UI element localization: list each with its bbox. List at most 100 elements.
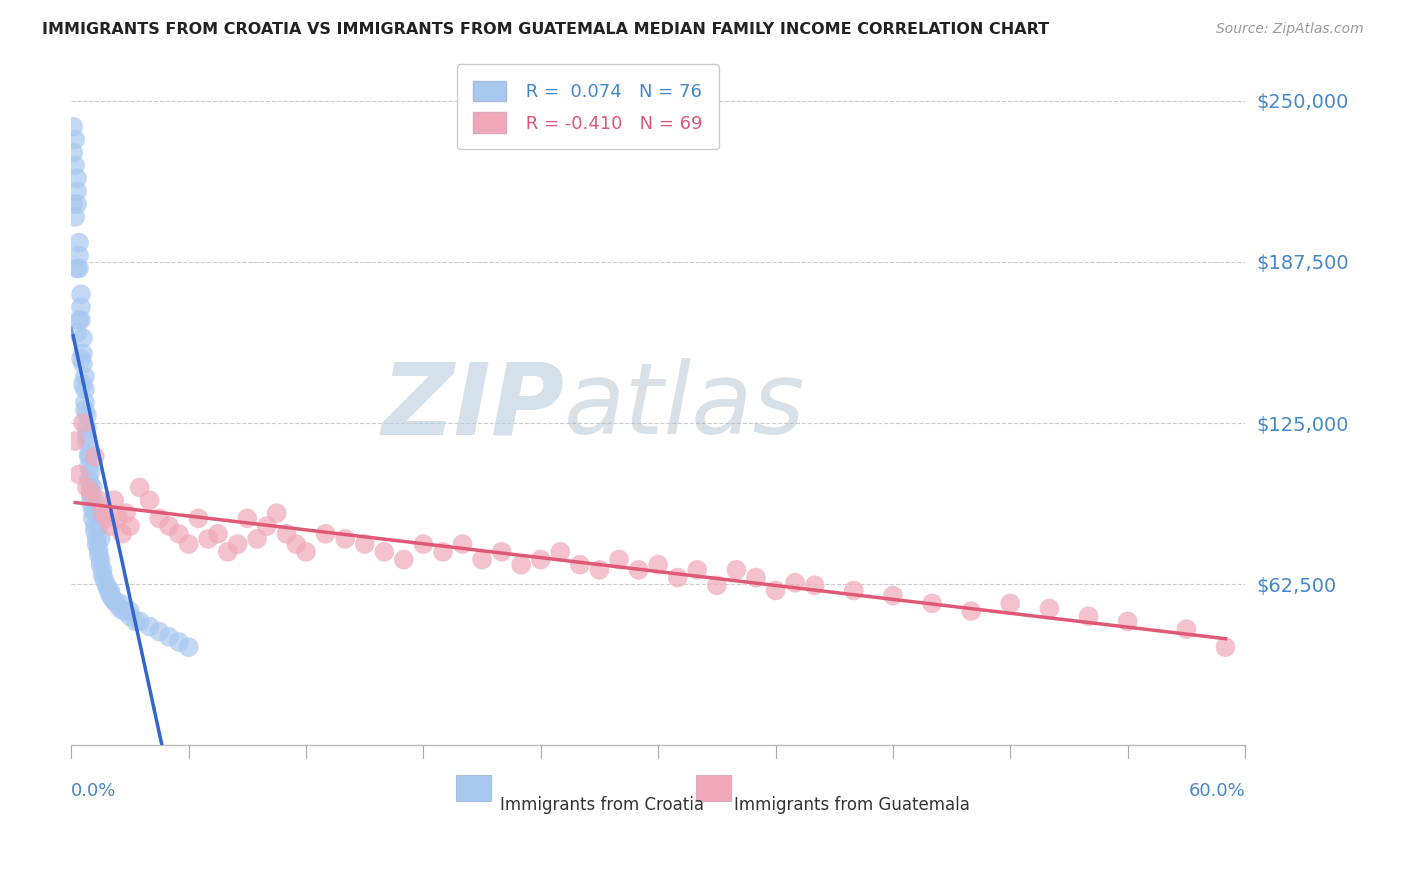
Point <box>76 429 98 443</box>
Point <box>66 326 89 340</box>
Point <box>83 519 105 533</box>
Point <box>266 506 288 520</box>
Point <box>315 526 337 541</box>
Point <box>72 377 94 392</box>
Point <box>236 511 259 525</box>
Point <box>530 552 553 566</box>
Point <box>97 583 120 598</box>
Point <box>647 558 669 572</box>
Point <box>471 552 494 566</box>
Point <box>921 596 943 610</box>
Point <box>607 552 630 566</box>
Legend:  R =  0.074   N = 76,  R = -0.410   N = 69: R = 0.074 N = 76, R = -0.410 N = 69 <box>457 64 718 149</box>
Point <box>246 532 269 546</box>
Point <box>118 519 141 533</box>
Point <box>62 145 84 160</box>
Point <box>128 480 150 494</box>
Point <box>765 583 787 598</box>
Point <box>87 493 110 508</box>
Point <box>83 524 105 539</box>
Point <box>86 532 108 546</box>
Point <box>76 480 98 494</box>
Point <box>77 459 100 474</box>
Point <box>83 493 105 508</box>
Point <box>118 609 141 624</box>
Point <box>93 573 115 587</box>
Point <box>90 532 112 546</box>
Point <box>63 210 86 224</box>
Point <box>72 331 94 345</box>
Point <box>803 578 825 592</box>
Y-axis label: Median Family Income: Median Family Income <box>0 314 8 500</box>
Point <box>1038 601 1060 615</box>
Point <box>82 480 104 494</box>
Point <box>107 511 129 525</box>
Point <box>72 357 94 371</box>
Point <box>70 300 93 314</box>
Point <box>1175 622 1198 636</box>
Text: Source: ZipAtlas.com: Source: ZipAtlas.com <box>1216 22 1364 37</box>
Point <box>82 511 104 525</box>
Point <box>167 526 190 541</box>
Point <box>177 640 200 655</box>
Point <box>177 537 200 551</box>
Point <box>70 351 93 366</box>
Point <box>63 133 86 147</box>
Point <box>745 571 768 585</box>
Point <box>66 197 89 211</box>
Point <box>882 589 904 603</box>
Point <box>197 532 219 546</box>
Point <box>550 545 572 559</box>
Point <box>76 421 98 435</box>
Point <box>1215 640 1237 655</box>
Point <box>73 403 96 417</box>
Point <box>80 496 103 510</box>
Point <box>83 450 105 464</box>
Point <box>77 447 100 461</box>
Point <box>62 197 84 211</box>
Point <box>373 545 395 559</box>
Point <box>91 563 114 577</box>
Point <box>70 287 93 301</box>
Point <box>785 575 807 590</box>
Point <box>82 503 104 517</box>
Point <box>108 596 131 610</box>
Text: 60.0%: 60.0% <box>1188 782 1246 800</box>
Point <box>73 395 96 409</box>
Point <box>333 532 356 546</box>
Point <box>842 583 865 598</box>
Point <box>392 552 415 566</box>
Point <box>112 604 135 618</box>
Text: IMMIGRANTS FROM CROATIA VS IMMIGRANTS FROM GUATEMALA MEDIAN FAMILY INCOME CORREL: IMMIGRANTS FROM CROATIA VS IMMIGRANTS FR… <box>42 22 1049 37</box>
Text: ZIP: ZIP <box>381 359 564 456</box>
Bar <box>696 775 731 800</box>
Point <box>77 450 100 464</box>
Point <box>1000 596 1022 610</box>
Point <box>67 248 90 262</box>
Point <box>76 434 98 448</box>
Point <box>706 578 728 592</box>
Point <box>217 545 239 559</box>
Point <box>77 473 100 487</box>
Point <box>295 545 318 559</box>
Point <box>148 624 170 639</box>
Point <box>725 563 748 577</box>
Point <box>103 594 125 608</box>
Point <box>98 589 121 603</box>
Point <box>73 369 96 384</box>
Point <box>86 506 108 520</box>
Point <box>105 596 128 610</box>
Point <box>80 485 103 500</box>
Point <box>167 635 190 649</box>
Point <box>73 383 96 397</box>
Point <box>148 511 170 525</box>
Point <box>108 601 131 615</box>
Point <box>285 537 308 551</box>
Bar <box>457 775 492 800</box>
Point <box>103 493 125 508</box>
Point <box>87 542 110 557</box>
Point <box>72 416 94 430</box>
Point <box>66 261 89 276</box>
Point <box>96 578 118 592</box>
Point <box>138 493 160 508</box>
